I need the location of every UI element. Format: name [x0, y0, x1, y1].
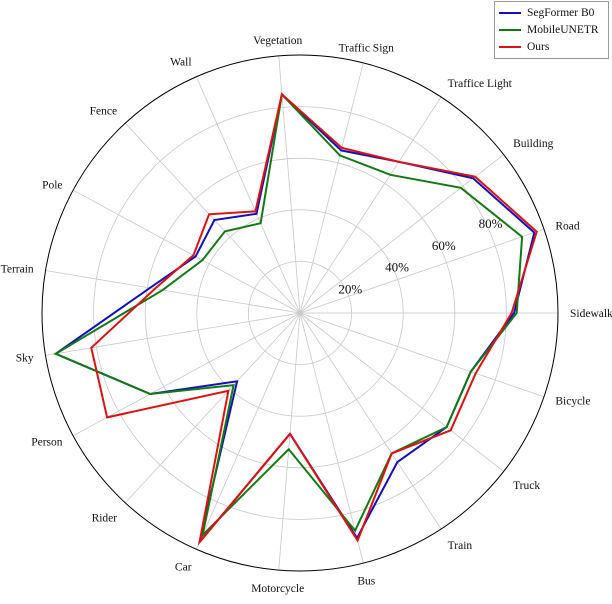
category-label: Bicycle — [555, 396, 590, 408]
category-label: Wall — [170, 57, 191, 69]
grid-spoke — [72, 189, 301, 314]
grid-spoke — [299, 312, 504, 472]
legend-item-mobileunetr: MobileUNETR — [499, 21, 604, 38]
radial-tick-label: 60% — [432, 238, 456, 253]
radial-tick-label: 80% — [479, 216, 503, 231]
grid-spoke — [124, 312, 301, 504]
grid-spoke — [278, 55, 301, 314]
grid-spoke — [124, 122, 301, 314]
legend-swatch-mobileunetr — [499, 28, 521, 31]
grid-spoke — [299, 228, 545, 314]
grid-spoke — [195, 312, 301, 550]
grid-spoke — [72, 312, 301, 437]
grid-spoke — [299, 154, 504, 314]
category-label: Sidewalk — [570, 308, 612, 320]
grid-spoke — [195, 76, 301, 314]
grid-spoke — [299, 312, 364, 564]
grid-spoke — [299, 312, 442, 530]
radial-tick-label: 40% — [385, 260, 409, 275]
series-line-2 — [90, 92, 538, 546]
category-label: Truck — [513, 480, 540, 492]
legend-swatch-ours — [499, 45, 521, 48]
legend: SegFormer B0 MobileUNETR Ours — [494, 1, 609, 59]
legend-swatch-segformer — [499, 11, 521, 14]
legend-label-segformer: SegFormer B0 — [527, 6, 595, 19]
category-label: Pole — [42, 179, 62, 191]
outer-circle — [41, 54, 559, 572]
category-label: Motorcycle — [251, 583, 304, 595]
grid-spoke — [45, 312, 301, 356]
category-label: Traffice Light — [448, 78, 513, 90]
legend-label-mobileunetr: MobileUNETR — [527, 23, 599, 36]
legend-item-ours: Ours — [499, 38, 604, 55]
category-label: Fence — [90, 105, 117, 117]
legend-item-segformer: SegFormer B0 — [499, 4, 604, 21]
category-label: Person — [31, 437, 63, 449]
legend-label-ours: Ours — [527, 40, 550, 53]
category-label: Traffic Sign — [339, 42, 395, 54]
grid-spoke — [299, 312, 545, 398]
radial-tick-label: 20% — [338, 282, 362, 297]
category-label: Building — [513, 138, 554, 150]
category-label: Train — [448, 540, 473, 552]
grid-spoke — [299, 96, 442, 314]
category-label: Car — [175, 561, 192, 573]
grid-spoke — [299, 62, 364, 314]
category-label: Vegetation — [253, 35, 302, 47]
category-label: Road — [555, 220, 580, 232]
grid-spoke — [45, 270, 301, 314]
category-label: Bus — [357, 576, 375, 588]
category-label: Terrain — [1, 264, 34, 276]
category-label: Sky — [16, 352, 34, 364]
category-label: Rider — [92, 513, 118, 525]
grid-spoke — [278, 312, 301, 571]
